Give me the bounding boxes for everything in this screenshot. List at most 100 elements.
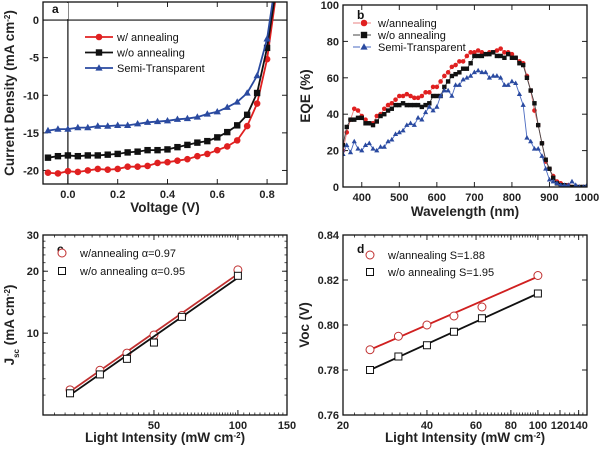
y-axis-title: Voc (V) <box>297 302 312 348</box>
data-point <box>584 182 587 187</box>
data-point <box>502 55 507 60</box>
data-point <box>203 110 211 117</box>
data-point <box>551 175 556 181</box>
data-point <box>569 178 575 184</box>
data-point <box>419 104 425 110</box>
data-point <box>577 184 582 187</box>
data-point <box>253 71 261 79</box>
data-point <box>449 64 455 70</box>
legend-marker <box>360 43 368 50</box>
y-tick-label: 30 <box>27 230 39 242</box>
series-line-1 <box>47 2 275 159</box>
data-point <box>397 102 402 108</box>
data-point <box>84 167 92 174</box>
data-point <box>389 136 395 142</box>
y-tick-label: 0.76 <box>318 410 339 422</box>
data-point <box>370 122 376 128</box>
data-point <box>177 312 186 321</box>
x-axis-title-part: Light Intensity (mW cm <box>85 430 234 445</box>
data-point <box>509 55 515 60</box>
data-point <box>366 366 375 374</box>
legend-marker <box>95 49 103 56</box>
data-point <box>394 352 403 361</box>
data-point <box>183 114 192 122</box>
data-point <box>438 79 443 84</box>
data-point <box>411 122 417 127</box>
panel-label: d <box>357 242 364 256</box>
data-point <box>193 113 201 120</box>
data-point <box>164 146 171 153</box>
legend-label: Semi-Transparent <box>378 42 466 54</box>
data-point <box>263 35 271 42</box>
data-point <box>430 107 436 113</box>
data-point <box>468 50 473 55</box>
legend-marker <box>58 267 66 275</box>
data-point <box>483 69 489 75</box>
data-point <box>569 184 575 187</box>
data-point <box>449 73 455 79</box>
data-point <box>124 149 131 156</box>
panel-c: 50100150102030cw/annealing α=0.97w/o ann… <box>2 230 296 445</box>
data-point <box>344 142 350 147</box>
data-point <box>468 61 473 66</box>
data-point <box>528 138 534 144</box>
data-point <box>471 69 477 75</box>
data-point <box>449 327 458 336</box>
legend-label: w/o annealing <box>116 48 185 60</box>
data-point <box>154 146 161 154</box>
y-tick-label: -10 <box>23 90 39 102</box>
data-point <box>134 163 141 171</box>
data-point <box>44 126 52 134</box>
data-point <box>550 178 556 184</box>
data-point <box>94 165 102 173</box>
data-point <box>223 103 231 110</box>
data-point <box>490 50 496 55</box>
data-point <box>423 90 428 95</box>
data-point <box>486 75 492 80</box>
data-point <box>472 50 477 55</box>
data-point <box>561 182 568 187</box>
data-point <box>392 131 399 137</box>
y-axis-title-part: ) <box>2 285 17 290</box>
data-point <box>468 73 474 78</box>
legend-label: Semi-Transparent <box>117 63 205 75</box>
data-point <box>396 129 402 135</box>
x-tick-label: 0.4 <box>160 189 176 201</box>
data-point <box>104 166 112 174</box>
legend-label: w/o annealing α=0.95 <box>79 266 185 278</box>
data-point <box>427 90 432 95</box>
y-axis-title-part: (mA cm <box>2 296 17 349</box>
data-point <box>153 117 162 125</box>
data-point <box>472 53 477 59</box>
data-point <box>400 93 406 99</box>
data-point <box>543 157 548 162</box>
x-tick-label: 150 <box>278 420 296 432</box>
data-point <box>509 78 515 84</box>
panel-label: b <box>357 8 364 22</box>
data-point <box>479 53 485 59</box>
data-point <box>533 271 543 280</box>
y-tick-label: -20 <box>23 165 39 177</box>
data-point <box>124 163 131 171</box>
x-tick-label: 800 <box>503 192 521 204</box>
data-point <box>464 66 470 71</box>
plot-area <box>65 265 243 398</box>
data-point <box>490 73 496 78</box>
data-point <box>475 53 481 59</box>
data-point <box>64 167 72 175</box>
y-tick-label: 10 <box>27 328 39 340</box>
x-tick-label: 120 <box>551 420 569 432</box>
legend-label: w/ annealing <box>116 32 179 44</box>
data-point <box>487 51 492 57</box>
x-axis-title: Wavelength (nm) <box>411 204 519 219</box>
legend-marker <box>360 19 368 27</box>
x-tick-label: 0.8 <box>259 189 274 201</box>
y-axis-title-part: Voc (V) <box>297 302 312 348</box>
x-tick-label: 80 <box>505 420 517 432</box>
data-point <box>528 88 533 93</box>
data-point <box>498 46 503 51</box>
x-tick-label: 100 <box>229 420 247 432</box>
data-point <box>498 53 503 59</box>
data-point <box>44 154 52 161</box>
